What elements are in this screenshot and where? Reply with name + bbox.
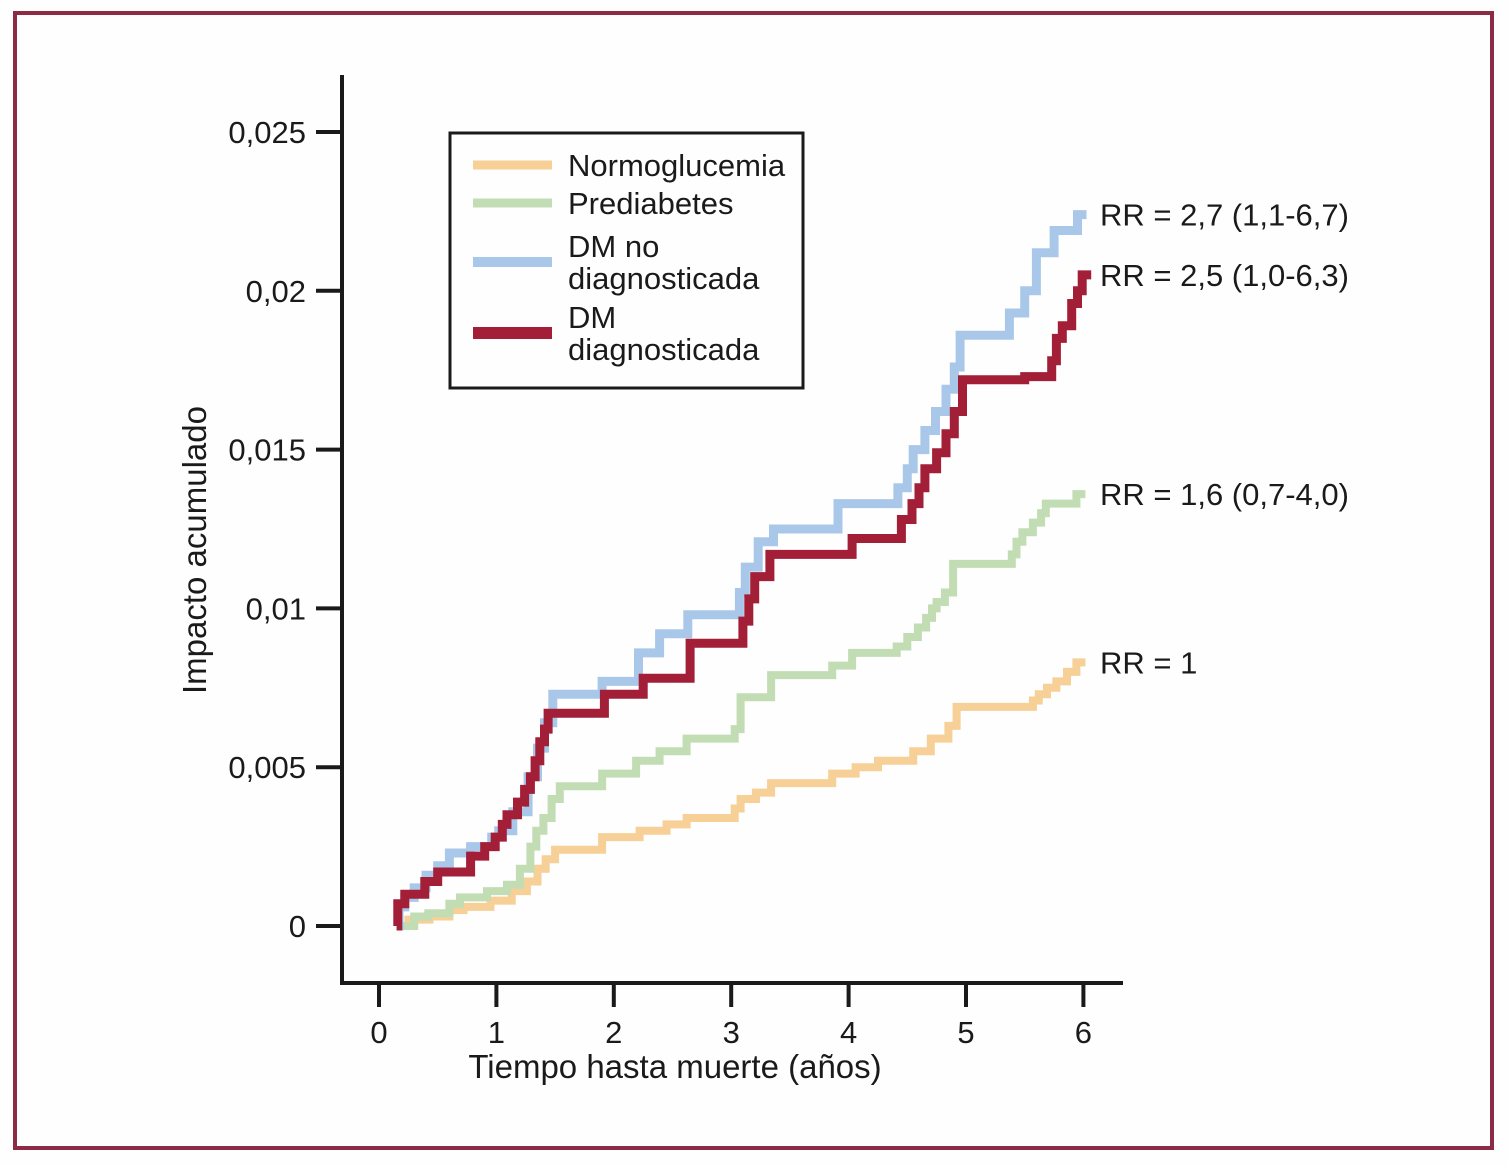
x-tick-label: 3 — [723, 1015, 740, 1050]
legend-item-prediabetes: Prediabetes — [473, 186, 733, 221]
x-axis-title: Tiempo hasta muerte (años) — [468, 1048, 881, 1085]
legend-label-dm-diagnosticada: DM — [568, 300, 616, 335]
legend-label-dm-no-diagnosticada: DM no — [568, 229, 659, 264]
y-tick-label: 0 — [289, 909, 306, 944]
y-tick-label: 0,01 — [246, 591, 306, 626]
series-line-dm-diagnosticada — [393, 270, 1092, 931]
rr-annotations: RR = 1 RR = 1,6 (0,7-4,0) RR = 2,7 (1,1-6,… — [1100, 198, 1349, 681]
x-tick-label: 0 — [370, 1015, 387, 1050]
annotation-dm-no-diagnosticada: RR = 2,7 (1,1-6,7) — [1100, 198, 1349, 233]
series-line-dm-no-diagnosticada — [394, 210, 1087, 931]
y-tick-label: 0,005 — [228, 750, 306, 785]
series-line-normoglucemia — [396, 658, 1086, 930]
figure-border — [13, 11, 1494, 1150]
y-tick-label: 0,015 — [228, 433, 306, 468]
series-lines — [393, 210, 1092, 931]
legend-label-dm-diagnosticada: diagnosticada — [568, 332, 760, 367]
legend-label-prediabetes: Prediabetes — [568, 186, 733, 221]
x-tick-label: 4 — [840, 1015, 857, 1050]
legend-label-dm-no-diagnosticada: diagnosticada — [568, 261, 760, 296]
legend-box — [448, 131, 805, 390]
y-tick-label: 0,02 — [246, 274, 306, 309]
x-tick-label: 6 — [1075, 1015, 1092, 1050]
legend-label-normoglucemia: Normoglucemia — [568, 148, 786, 183]
y-tick-label: 0,025 — [228, 115, 306, 150]
annotation-prediabetes: RR = 1,6 (0,7-4,0) — [1100, 477, 1349, 512]
y-axis-title: Impacto acumulado — [176, 406, 213, 694]
x-axis-ticks: 0 1 2 3 4 5 6 — [370, 983, 1092, 1050]
x-tick-label: 5 — [957, 1015, 974, 1050]
annotation-dm-diagnosticada: RR = 2,5 (1,0-6,3) — [1100, 258, 1349, 293]
x-tick-label: 2 — [605, 1015, 622, 1050]
annotation-normoglucemia: RR = 1 — [1100, 645, 1197, 680]
legend-item-normoglucemia: Normoglucemia — [473, 148, 786, 183]
x-tick-label: 1 — [488, 1015, 505, 1050]
series-line-prediabetes — [396, 490, 1086, 930]
y-axis-ticks: 0 0,005 0,01 0,015 0,02 0,025 — [228, 115, 342, 944]
